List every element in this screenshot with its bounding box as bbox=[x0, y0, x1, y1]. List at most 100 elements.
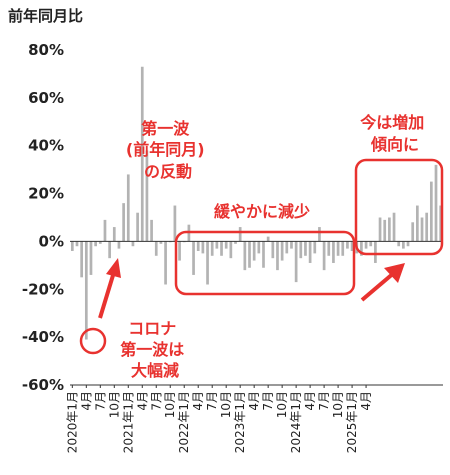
bar bbox=[248, 241, 251, 268]
unit-label: 前年同月比 bbox=[8, 7, 83, 25]
bar bbox=[154, 241, 158, 256]
bar bbox=[369, 241, 373, 247]
bar bbox=[383, 219, 387, 242]
x-tick-label: 10月 bbox=[107, 391, 121, 418]
bar bbox=[112, 227, 116, 242]
bar bbox=[136, 212, 139, 242]
bar bbox=[336, 241, 340, 256]
bar bbox=[103, 219, 107, 242]
bar bbox=[420, 217, 424, 242]
y-tick-label: -40% bbox=[22, 328, 64, 346]
bar bbox=[434, 164, 438, 242]
x-tick-label: 2025年1月 bbox=[345, 391, 359, 453]
bar bbox=[308, 241, 312, 263]
bar bbox=[266, 236, 270, 242]
x-tick-label: 4月 bbox=[247, 391, 261, 411]
x-tick-label: 2023年1月 bbox=[233, 391, 247, 453]
bar bbox=[416, 205, 419, 242]
x-tick-label: 4月 bbox=[303, 391, 317, 411]
bar bbox=[346, 241, 349, 249]
bar bbox=[224, 241, 228, 249]
y-tick-label: 60% bbox=[28, 89, 64, 107]
annotation-corona-drop-line-3: 大幅減 bbox=[131, 361, 179, 380]
x-tick-label: 7月 bbox=[149, 391, 163, 411]
arrow-to-drop bbox=[98, 258, 121, 319]
bar bbox=[332, 241, 335, 263]
bar bbox=[206, 241, 209, 285]
bar bbox=[402, 241, 405, 249]
y-tick-label: 20% bbox=[28, 185, 64, 203]
bar bbox=[234, 241, 237, 244]
y-tick-label: -60% bbox=[22, 376, 64, 394]
bar bbox=[98, 241, 102, 244]
x-tick-label: 2020年1月 bbox=[65, 391, 79, 453]
bar bbox=[374, 241, 377, 263]
bar bbox=[243, 241, 247, 271]
bar bbox=[327, 241, 331, 256]
annotation-corona-drop-line-1: コロナ bbox=[128, 319, 176, 338]
bar bbox=[322, 241, 326, 271]
y-tick-label: -20% bbox=[22, 280, 64, 298]
annotation-first-wave-rebound-line-1: 第一波 bbox=[141, 119, 190, 138]
bar bbox=[262, 241, 265, 268]
bar bbox=[80, 241, 83, 278]
bar bbox=[210, 241, 214, 256]
bar bbox=[252, 241, 256, 261]
bar bbox=[313, 241, 317, 254]
x-tick-label: 7月 bbox=[261, 391, 275, 411]
bar bbox=[304, 241, 307, 256]
bar bbox=[406, 241, 410, 247]
bar bbox=[439, 205, 443, 242]
x-tick-label: 7月 bbox=[205, 391, 219, 411]
bar bbox=[117, 241, 121, 249]
x-tick-label: 4月 bbox=[191, 391, 205, 411]
bars bbox=[70, 66, 443, 340]
bar bbox=[350, 241, 354, 251]
bar bbox=[145, 150, 149, 242]
x-tick-label: 4月 bbox=[135, 391, 149, 411]
x-tick-label: 2021年1月 bbox=[121, 391, 135, 453]
slow-decrease-box bbox=[174, 230, 356, 296]
bar bbox=[94, 241, 97, 247]
bar bbox=[70, 241, 74, 251]
x-axis-ticks: 2020年1月 4月 7月 10月 2021年1月 4月 7月 10月 2022年1月 4月 7月 1… bbox=[65, 385, 373, 453]
x-tick-label: 10月 bbox=[163, 391, 177, 418]
annotation-recent-increase: 今は増加 傾向に bbox=[359, 113, 430, 154]
bar bbox=[271, 241, 275, 259]
bar bbox=[238, 227, 242, 242]
bar bbox=[429, 181, 433, 242]
bar bbox=[392, 212, 396, 242]
annotation-corona-drop: コロナ 第一波は 大幅減 bbox=[120, 319, 190, 380]
bar bbox=[294, 241, 298, 283]
bar bbox=[150, 219, 153, 242]
bar bbox=[131, 241, 135, 247]
bar bbox=[108, 241, 111, 259]
bar bbox=[84, 241, 88, 340]
annotation-slow-decrease: 緩やかに減少 bbox=[214, 202, 310, 221]
y-axis-ticks: 80% 60% 40% 20% 0% -20% -40% -60% bbox=[22, 41, 64, 394]
x-tick-label: 10月 bbox=[219, 391, 233, 418]
x-tick-label: 7月 bbox=[93, 391, 107, 411]
annotation-first-wave-rebound-line-2: (前年同月) bbox=[126, 140, 205, 159]
bar bbox=[220, 241, 223, 256]
bar bbox=[276, 241, 279, 271]
annotation-first-wave-rebound: 第一波 (前年同月) の反動 bbox=[126, 119, 210, 181]
bar bbox=[257, 241, 261, 254]
bar bbox=[411, 222, 415, 242]
bar bbox=[159, 241, 163, 244]
y-tick-label: 80% bbox=[28, 41, 64, 59]
x-tick-label: 10月 bbox=[275, 391, 289, 418]
bar bbox=[378, 217, 382, 242]
bar bbox=[75, 241, 79, 247]
bar bbox=[229, 241, 233, 259]
bar bbox=[164, 241, 167, 285]
corona-drop-circle bbox=[79, 327, 107, 355]
x-tick-label: 2022年1月 bbox=[177, 391, 191, 453]
bar bbox=[360, 241, 363, 256]
annotation-recent-increase-line-2: 傾向に bbox=[370, 135, 419, 154]
bar bbox=[122, 203, 125, 242]
annotation-recent-increase-line-1: 今は増加 bbox=[359, 113, 424, 132]
y-tick-label: 0% bbox=[39, 232, 64, 250]
bar bbox=[425, 212, 429, 242]
